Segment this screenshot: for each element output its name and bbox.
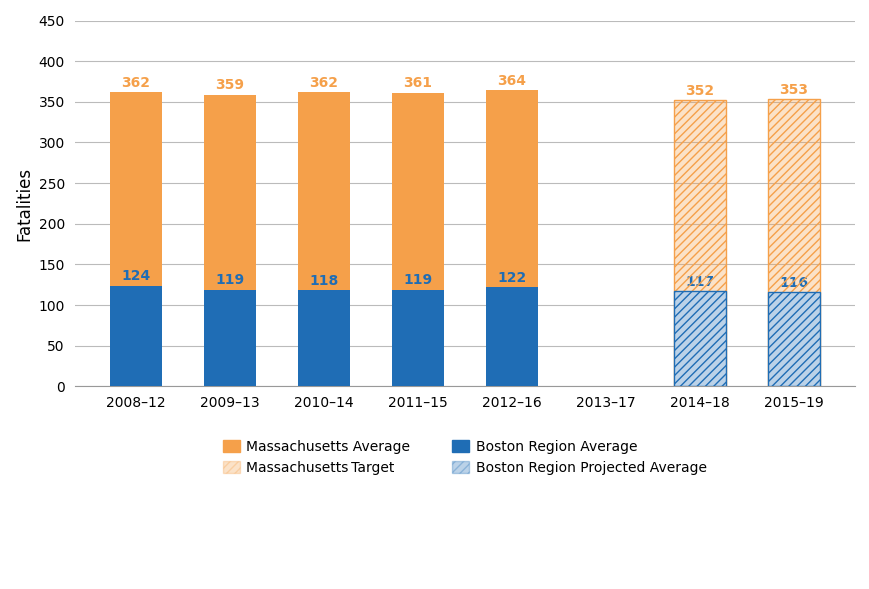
Text: 116: 116 [779,276,807,290]
Text: 117: 117 [685,275,713,289]
Bar [204,290,255,386]
Bar [673,292,725,386]
Bar [298,290,349,386]
Text: 124: 124 [121,269,150,283]
Bar [110,92,162,386]
Legend: Massachusetts Average, Massachusetts Target, Boston Region Average, Boston Regio: Massachusetts Average, Massachusetts Tar… [222,440,706,475]
Text: 118: 118 [308,274,338,288]
Bar [486,91,537,386]
Text: 359: 359 [216,78,244,92]
Bar [673,292,725,386]
Bar [204,94,255,386]
Bar [392,93,443,386]
Text: 352: 352 [685,84,713,98]
Text: 362: 362 [309,75,338,90]
Y-axis label: Fatalities: Fatalities [15,167,33,240]
Text: 119: 119 [216,273,244,287]
Bar [673,292,725,386]
Text: 119: 119 [403,273,432,287]
Bar [767,100,819,386]
Bar [392,290,443,386]
Bar [673,100,725,386]
Text: 122: 122 [496,271,526,285]
Bar [673,100,725,386]
Bar [767,100,819,386]
Bar [767,292,819,386]
Bar [110,286,162,386]
Bar [298,92,349,386]
Text: 362: 362 [122,75,150,90]
Bar [767,292,819,386]
Bar [486,287,537,386]
Text: 361: 361 [403,77,432,91]
Text: 364: 364 [497,74,526,88]
Bar [767,292,819,386]
Text: 353: 353 [779,83,807,97]
